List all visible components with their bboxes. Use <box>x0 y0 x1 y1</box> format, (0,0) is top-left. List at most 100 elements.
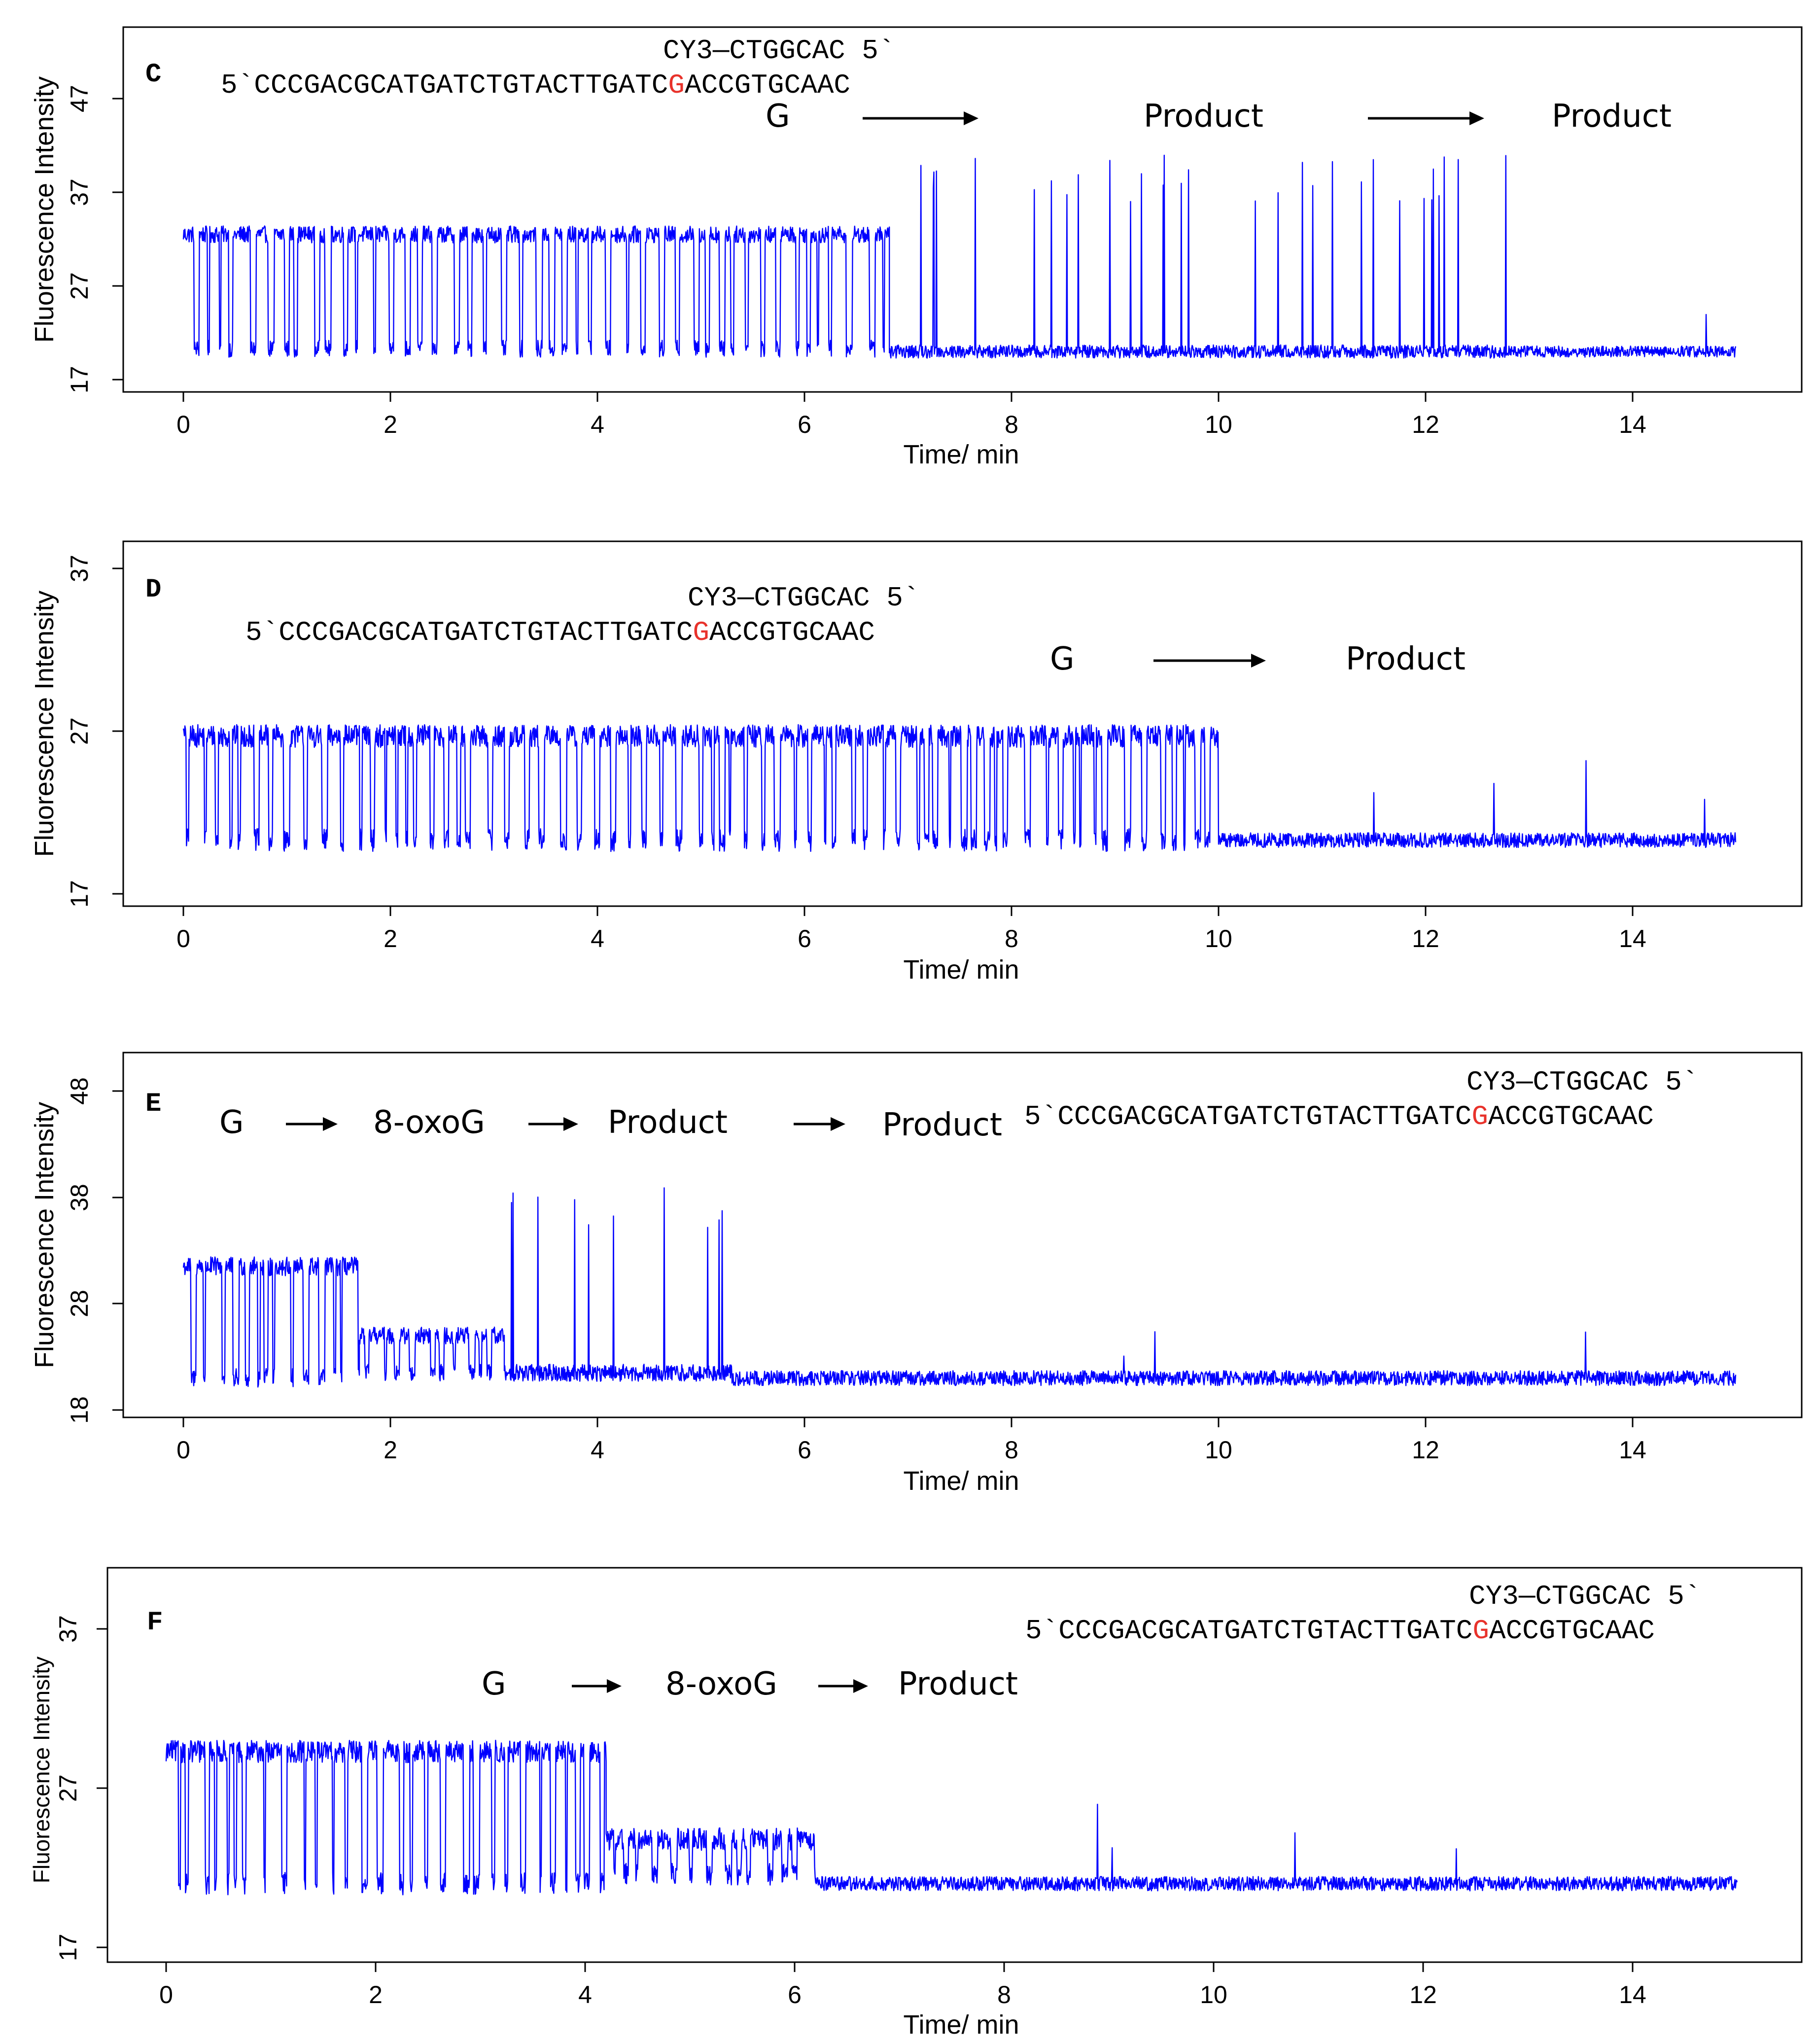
panel-e-arrowhead-2 <box>563 1117 578 1131</box>
panel-e-trace <box>182 1187 1737 1388</box>
panel-f-ytick-27: 27 <box>54 1774 82 1802</box>
panel-c-xtick-14: 14 <box>1619 411 1646 438</box>
panel-d-sequence-bottom: 5`CCCGACGCATGATCTGTACTTGATCGACCGTGCAAC <box>245 617 875 648</box>
panel-e: E CY3—CTGGCAC 5` 5`CCCGACGCATGATCTGTACTT… <box>30 1052 1803 1496</box>
panel-d-xtick-12: 12 <box>1412 925 1439 952</box>
panel-f-label-8-oxog: 8-oxoG <box>665 1666 777 1702</box>
panel-c-ytick-17: 17 <box>66 366 93 393</box>
panel-c-ytick-47: 47 <box>66 85 93 112</box>
panel-e-xlabel: Time/ min <box>903 1466 1019 1496</box>
panel-d-ytick-37: 37 <box>66 555 93 582</box>
panel-c-sequence-bottom: 5`CCCGACGCATGATCTGTACTTGATCGACCGTGCAAC <box>221 70 850 101</box>
panel-f-arrowhead-1 <box>607 1679 622 1693</box>
panel-f-xtick-14: 14 <box>1619 1981 1646 2009</box>
panel-e-label-g: G <box>219 1104 244 1141</box>
panel-e-xtick-0: 0 <box>176 1436 190 1464</box>
panel-c-xtick-4: 4 <box>591 411 604 438</box>
panel-f-xlabel: Time/ min <box>903 2010 1019 2040</box>
panel-c-xtick-6: 6 <box>798 411 811 438</box>
panel-c-arrowhead-1 <box>964 111 978 125</box>
panel-e-tag: E <box>145 1089 161 1119</box>
panel-e-ytick-48: 48 <box>66 1077 93 1105</box>
panel-c-ylabel: Fluorescence Intensity <box>30 76 59 343</box>
panel-c-ytick-27: 27 <box>66 272 93 300</box>
panel-c-ytick-37: 37 <box>66 178 93 206</box>
panel-c-xtick-0: 0 <box>176 411 190 438</box>
panel-f-xtick-2: 2 <box>369 1981 383 2009</box>
panel-e-xtick-10: 10 <box>1205 1436 1232 1464</box>
panel-c-label-product-1: Product <box>1144 98 1263 135</box>
panel-c: C CY3—CTGGCAC 5` 5`CCCGACGCATGATCTGTACTT… <box>30 26 1803 469</box>
trace-line-panel-e <box>182 1187 1737 1388</box>
panel-d-ytick-17: 17 <box>66 880 93 908</box>
panel-d-label-product: Product <box>1346 641 1466 677</box>
panel-e-xtick-8: 8 <box>1005 1436 1018 1464</box>
panel-c-xlabel: Time/ min <box>903 440 1019 469</box>
panel-e-label-8-oxog: 8-oxoG <box>373 1104 485 1141</box>
panel-d-xtick-8: 8 <box>1005 925 1018 952</box>
panel-e-xtick-12: 12 <box>1412 1436 1439 1464</box>
panel-c-label-g: G <box>766 98 790 135</box>
panel-e-xtick-2: 2 <box>384 1436 397 1464</box>
panel-c-trace <box>182 154 1737 359</box>
panel-d-xtick-0: 0 <box>176 925 190 952</box>
panel-c-frame <box>122 26 1803 393</box>
panel-e-sequence-top: CY3—CTGGCAC 5` <box>1466 1066 1698 1098</box>
panel-e-xtick-14: 14 <box>1619 1436 1646 1464</box>
panel-e-label-product-2: Product <box>882 1107 1002 1143</box>
panel-c-xtick-12: 12 <box>1412 411 1439 438</box>
panel-c-xticks: 0 2 4 6 8 10 12 14 <box>176 392 1646 438</box>
panel-c-xtick-2: 2 <box>384 411 397 438</box>
panel-e-ytick-28: 28 <box>66 1290 93 1317</box>
panel-c-xtick-8: 8 <box>1005 411 1018 438</box>
panel-e-label-product-1: Product <box>608 1104 728 1141</box>
trace-line-panel-f <box>165 1739 1738 1896</box>
panel-d-arrowhead-1 <box>1251 654 1266 668</box>
panel-f-ytick-17: 17 <box>54 1934 82 1961</box>
panel-f-tag: F <box>147 1608 163 1638</box>
panel-f-trace <box>165 1739 1738 1896</box>
panel-d-ylabel: Fluorescence Intensity <box>30 591 59 857</box>
panel-f-xtick-12: 12 <box>1409 1981 1437 2009</box>
panel-e-yticks: 18 28 38 48 <box>66 1077 123 1424</box>
panel-f-xtick-4: 4 <box>578 1981 592 2009</box>
panel-e-ytick-18: 18 <box>66 1396 93 1424</box>
panel-d-xlabel: Time/ min <box>903 955 1019 985</box>
panel-e-xtick-6: 6 <box>798 1436 811 1464</box>
panel-f-sequence-top: CY3—CTGGCAC 5` <box>1469 1581 1701 1612</box>
panel-d-sequence-top: CY3—CTGGCAC 5` <box>688 582 919 614</box>
panel-d-xtick-10: 10 <box>1205 925 1232 952</box>
panel-f-frame <box>106 1567 1803 1963</box>
panel-c-yticks: 17 27 37 47 <box>66 85 123 393</box>
panel-d-xtick-14: 14 <box>1619 925 1646 952</box>
panel-d-ytick-27: 27 <box>66 717 93 745</box>
panel-f-label-product: Product <box>898 1666 1018 1702</box>
panel-c-xtick-10: 10 <box>1205 411 1232 438</box>
panel-f-xtick-8: 8 <box>997 1981 1011 2009</box>
panel-e-sequence-bottom: 5`CCCGACGCATGATCTGTACTTGATCGACCGTGCAAC <box>1024 1101 1654 1132</box>
panel-f-xtick-10: 10 <box>1200 1981 1227 2009</box>
panel-f-label-g: G <box>482 1666 506 1702</box>
panel-c-arrowhead-2 <box>1469 111 1484 125</box>
panel-c-sequence-top: CY3—CTGGCAC 5` <box>663 35 895 67</box>
panel-f: F CY3—CTGGCAC 5` 5`CCCGACGCATGATCTGTACTT… <box>29 1567 1803 2040</box>
panel-d: D CY3—CTGGCAC 5` 5`CCCGACGCATGATCTGTACTT… <box>30 540 1803 985</box>
panel-f-sequence-bottom: 5`CCCGACGCATGATCTGTACTTGATCGACCGTGCAAC <box>1025 1615 1655 1647</box>
panel-e-frame <box>122 1052 1803 1418</box>
panel-f-xticks: 0 2 4 6 8 10 12 14 <box>159 1962 1646 2009</box>
panel-c-tag: C <box>145 60 161 90</box>
panel-e-ylabel: Fluorescence Intensity <box>30 1102 59 1368</box>
panel-f-yticks: 17 27 37 <box>54 1615 107 1961</box>
panel-d-label-g: G <box>1050 641 1075 677</box>
panel-e-xticks: 0 2 4 6 8 10 12 14 <box>176 1417 1646 1464</box>
panel-d-tag: D <box>145 575 161 605</box>
trace-line-panel-c <box>182 154 1737 359</box>
panel-d-trace <box>182 724 1737 852</box>
panel-f-xtick-0: 0 <box>159 1981 173 2009</box>
panel-e-arrowhead-1 <box>323 1117 338 1131</box>
panel-f-arrowhead-2 <box>853 1679 868 1693</box>
panel-d-xticks: 0 2 4 6 8 10 12 14 <box>176 906 1646 952</box>
panel-e-ytick-38: 38 <box>66 1184 93 1211</box>
panel-d-xtick-2: 2 <box>384 925 397 952</box>
